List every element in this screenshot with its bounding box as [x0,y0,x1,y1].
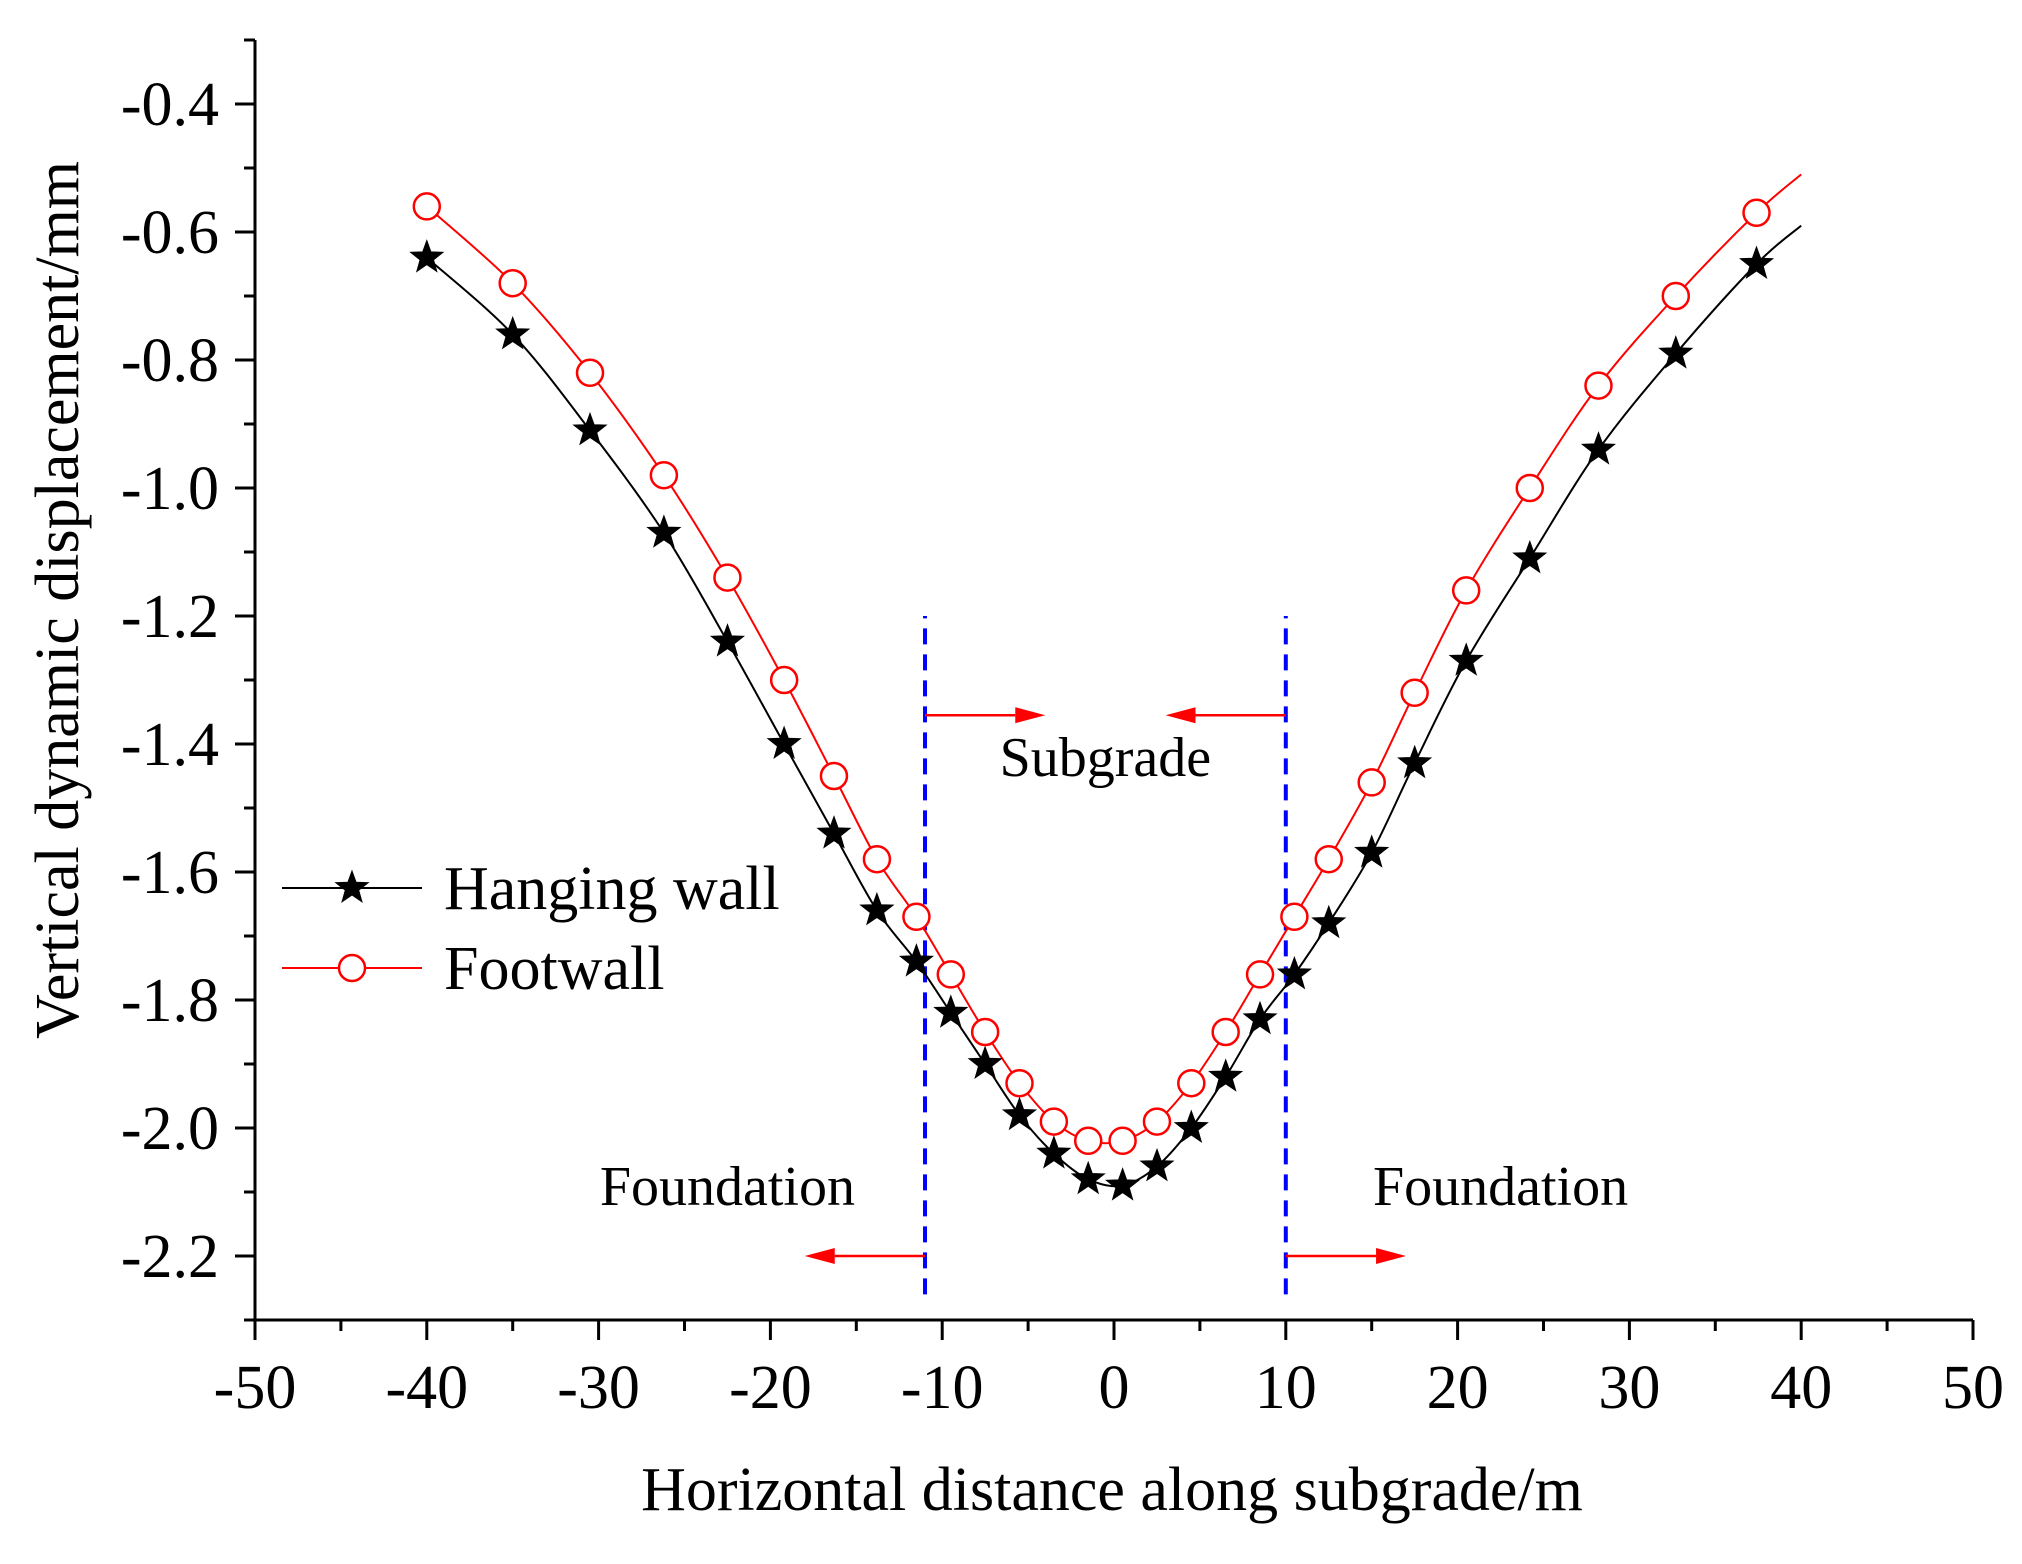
x-axis-title: Horizontal distance along subgrade/m [641,1456,1583,1524]
footwall-point [1245,960,1275,989]
hanging-wall-point [572,411,608,446]
x-tick-label: -40 [385,1354,468,1422]
x-tick-label: 0 [1099,1354,1130,1422]
hanging-wall-point [1397,744,1433,779]
hanging-wall-point [1580,431,1616,465]
y-tick-label: -1.2 [121,583,219,651]
y-tick-label: -1.0 [121,455,219,523]
footwall-point [1039,1107,1069,1136]
y-tick-label: -2.2 [121,1223,219,1291]
x-tick-label: 10 [1255,1354,1317,1422]
legend: Hanging wall Footwall [282,855,780,1003]
hanging-wall-point [1311,904,1347,939]
footwall-point [819,761,849,791]
footwall-point [862,844,892,874]
annotation-label: Foundation [600,1156,855,1218]
footwall-point [1400,678,1429,708]
hanging-wall-point [646,514,682,548]
reference-lines [804,616,1407,1295]
hanging-wall-point [409,239,445,273]
y-tick-label: -1.4 [121,711,219,779]
y-tick-label: -0.4 [121,71,219,139]
y-tick-label: -2.0 [121,1095,219,1163]
footwall-point [936,960,966,989]
x-tick-label: -30 [557,1354,640,1422]
hanging-wall-point [1001,1096,1038,1131]
footwall-point [902,902,931,932]
footwall-point [1314,844,1343,874]
x-tick-label: -10 [901,1354,984,1422]
hanging-wall-point [967,1045,1003,1079]
legend-label-hanging-wall: Hanging wall [444,855,780,923]
footwall-point [575,358,605,388]
x-tick-label: 50 [1942,1354,2004,1422]
footwall-point [769,665,799,695]
series-curves [426,173,1802,1188]
hanging-wall-line [426,224,1802,1188]
footwall-point [1280,902,1309,932]
arrow-head [1015,707,1046,724]
y-tick-label: -1.8 [121,967,219,1035]
footwall-point [1661,281,1691,311]
arrow-head [1376,1248,1407,1264]
arrow-head [1165,707,1196,724]
footwall-point [1177,1068,1206,1098]
hanging-wall-point [898,943,934,977]
hanging-wall-point [1242,1000,1278,1035]
hanging-wall-point [495,315,531,350]
hanging-wall-point [1070,1160,1106,1195]
hanging-wall-point [1173,1109,1209,1143]
annotation-label: Foundation [1373,1156,1628,1218]
footwall-point [1108,1126,1137,1156]
axes: -50 -40 -30 -20 -10 0 10 20 30 40 50 -2.2 -2.0 -1.8 -1… [121,38,2004,1422]
hanging-wall-point [1448,642,1484,676]
hanging-wall-point [1208,1058,1244,1092]
hanging-wall-point [933,994,969,1028]
hanging-wall-point [816,815,852,849]
x-tick-label: 30 [1598,1354,1660,1422]
footwall-point [1211,1017,1240,1047]
footwall-point [1451,576,1481,605]
footwall-point [1742,198,1771,228]
x-tick-label: -50 [214,1354,297,1422]
footwall-point [713,563,742,592]
footwall-point [649,460,679,490]
arrow-head [804,1248,835,1264]
hanging-wall-point [1658,335,1694,369]
hanging-wall-point [1036,1135,1072,1169]
hanging-wall-point [1276,955,1312,990]
annotation-label: Subgrade [1000,727,1212,789]
y-tick-label: -0.6 [121,199,219,267]
hanging-wall-point [1139,1147,1175,1182]
y-axis-title: Vertical dynamic displacement/mm [24,161,92,1039]
hanging-wall-point [766,725,802,759]
x-tick-label: -20 [729,1354,812,1422]
annotations: Subgrade Foundation Foundation [600,727,1628,1218]
x-tick-label: 40 [1770,1354,1832,1422]
footwall-point [1005,1068,1034,1098]
hanging-wall-point [709,623,745,657]
footwall-point [1357,768,1386,797]
footwall-point [970,1017,1000,1047]
hanging-wall-point [1512,539,1548,574]
series-markers [409,192,1775,1201]
footwall-point [498,268,527,298]
x-tick-label: 20 [1427,1354,1489,1422]
footwall-point [1584,371,1613,400]
hanging-wall-point [1354,834,1390,868]
footwall-point [412,192,442,221]
y-tick-label: -0.8 [121,327,219,395]
hanging-wall-point [1105,1167,1141,1201]
legend-label-footwall: Footwall [444,935,664,1003]
legend-marker-hanging-wall [334,869,370,903]
legend-marker-footwall [337,953,367,983]
footwall-point [1142,1107,1172,1136]
y-tick-label: -1.6 [121,839,219,907]
hanging-wall-point [859,891,895,926]
footwall-point [1515,473,1545,503]
hanging-wall-point [1739,245,1775,279]
footwall-point [1073,1126,1103,1156]
